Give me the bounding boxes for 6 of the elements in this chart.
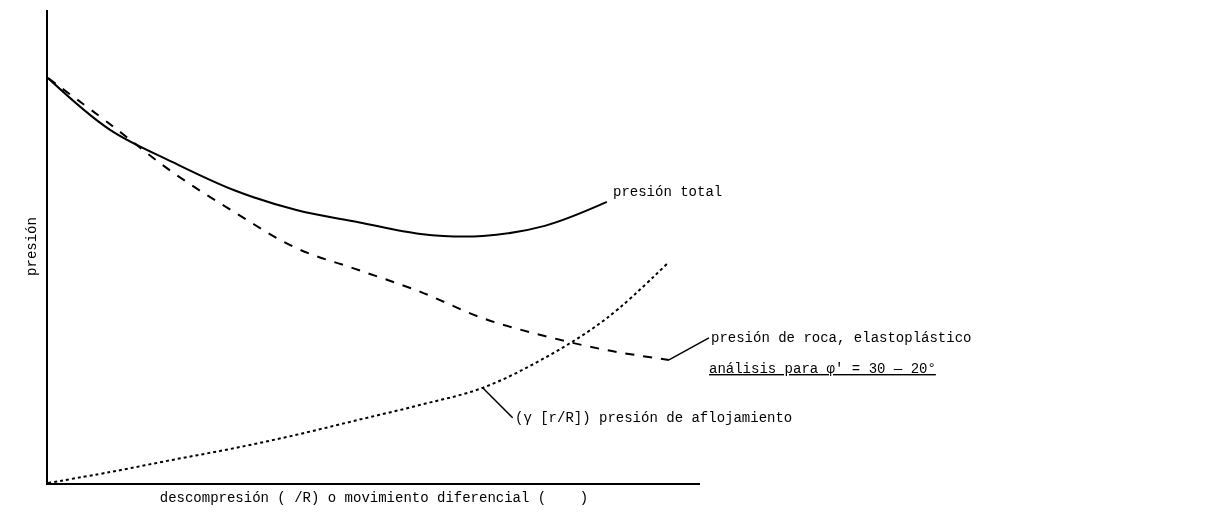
- x-axis-title: descompresión ( /R) o movimiento diferencial ( ): [159, 489, 589, 506]
- y-axis-title: presión: [24, 217, 41, 276]
- text: presión de roca, elastoplástico: [711, 330, 972, 346]
- text: (γ [r/R]) presión de aflojamiento: [515, 410, 793, 426]
- series-label: presión total: [613, 184, 723, 200]
- text: análisis para φ' = 30 — 20°: [709, 361, 936, 377]
